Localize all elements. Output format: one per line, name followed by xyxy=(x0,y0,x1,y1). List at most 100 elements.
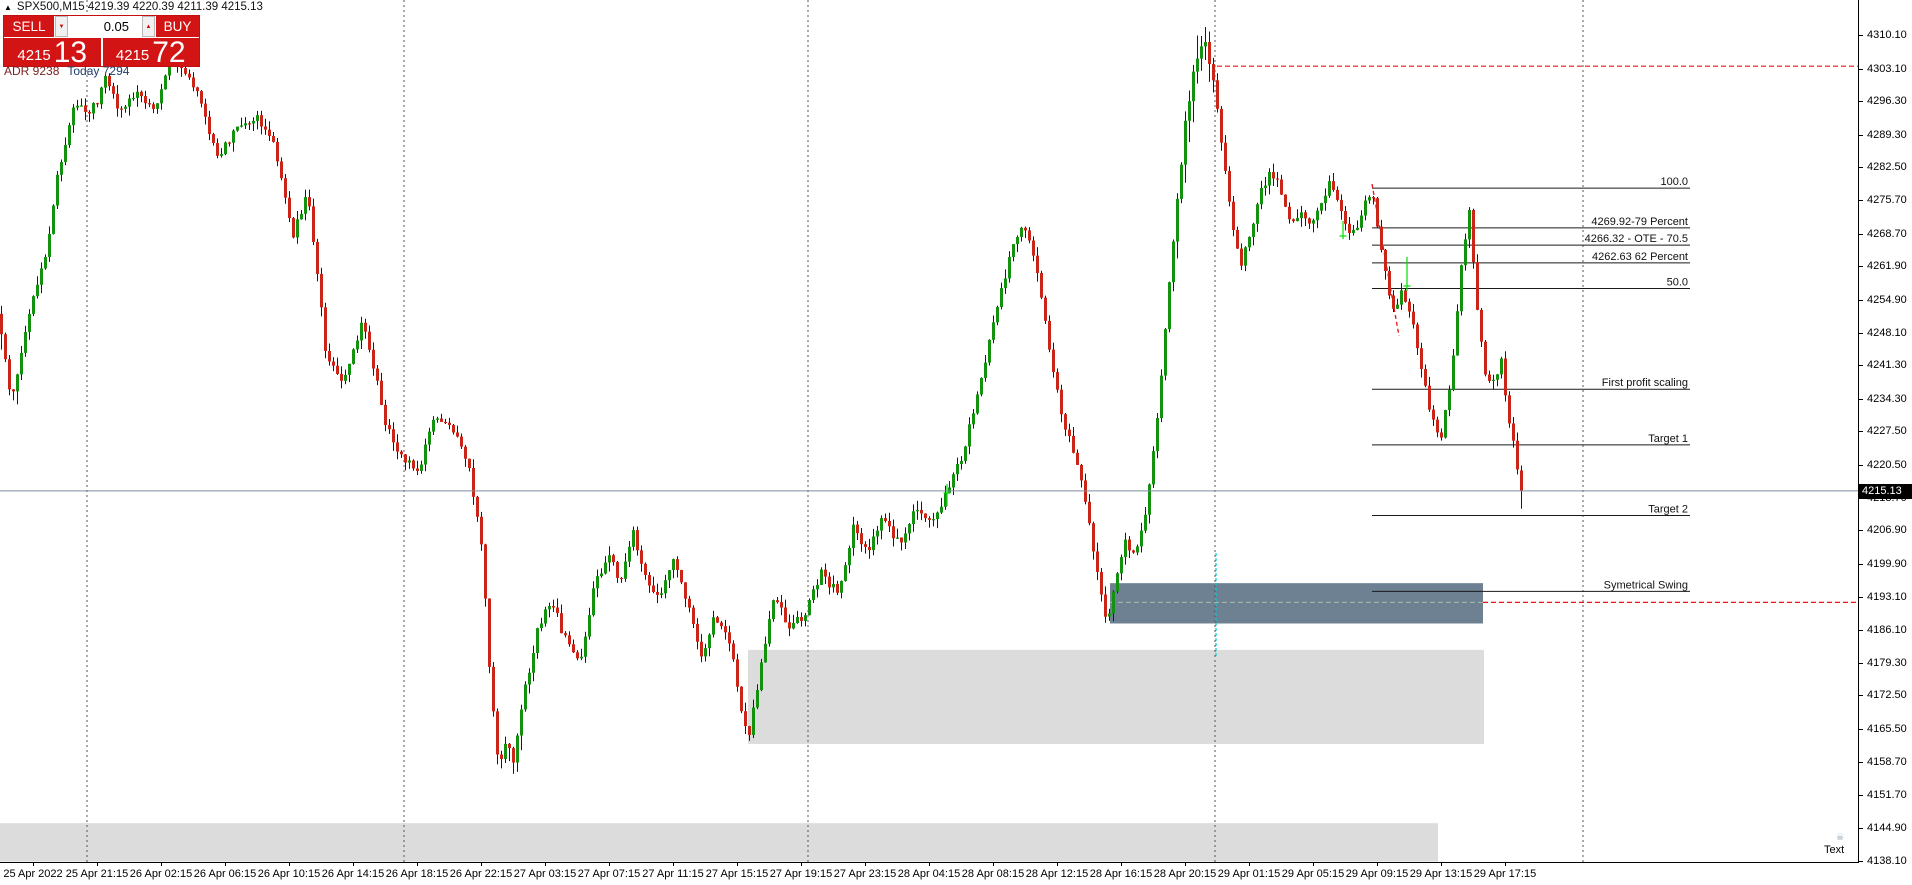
chart-plot-area[interactable]: 100.0 4269.92-79 Percent 4266.32 - OTE - 7… xyxy=(0,0,1859,863)
time-axis-label: 27 Apr 23:15 xyxy=(833,868,897,880)
time-axis-label: 28 Apr 04:15 xyxy=(897,868,961,880)
price-axis-tick xyxy=(1859,233,1863,235)
time-axis-label: 26 Apr 10:15 xyxy=(257,868,321,880)
level-symetrical-swing[interactable]: Symetrical Swing xyxy=(1372,579,1690,592)
price-axis-tick xyxy=(1859,729,1863,731)
level-label: First profit scaling xyxy=(1602,377,1688,389)
time-axis-tick xyxy=(673,863,674,866)
price-axis-label: 4186.10 xyxy=(1867,624,1907,637)
time-axis-tick xyxy=(737,863,738,866)
buy-button[interactable]: BUY xyxy=(156,16,199,37)
level-100-0[interactable]: 100.0 xyxy=(1372,176,1690,189)
price-axis-tick xyxy=(1859,695,1863,697)
level-label: 4266.32 - OTE - 70.5 xyxy=(1585,233,1688,245)
buy-price-display[interactable]: 4215 72 xyxy=(102,38,199,66)
today-range-value: Today 7294 xyxy=(67,64,130,78)
ohlc-text: SPX500,M15 4219.39 4220.39 4211.39 4215.… xyxy=(16,1,263,13)
time-axis-label: 28 Apr 08:15 xyxy=(961,868,1025,880)
level-target-1[interactable]: Target 1 xyxy=(1372,433,1690,446)
time-axis-label: 25 Apr 21:15 xyxy=(65,868,129,880)
level-4266-32-ote-70-5[interactable]: 4266.32 - OTE - 70.5 xyxy=(1372,233,1690,246)
price-axis-label: 4248.10 xyxy=(1867,326,1907,339)
time-axis-tick xyxy=(289,863,290,866)
price-axis-tick xyxy=(1859,662,1863,664)
time-axis-tick xyxy=(929,863,930,866)
price-axis-tick xyxy=(1859,827,1863,829)
price-axis-label: 4282.50 xyxy=(1867,161,1907,174)
lime-marker xyxy=(1339,221,1347,239)
current-price-tag: 4215.13 xyxy=(1859,483,1912,499)
time-axis-label: 28 Apr 20:15 xyxy=(1153,868,1217,880)
price-axis-label: 4199.90 xyxy=(1867,557,1907,570)
price-axis-tick xyxy=(1859,431,1863,433)
time-axis[interactable]: 25 Apr 2022 25 Apr 21:15 26 Apr 02:15 26 Ap… xyxy=(0,863,1858,885)
time-axis-tick xyxy=(545,863,546,866)
price-axis-label: 4151.70 xyxy=(1867,789,1907,802)
level-label: 4262.63 62 Percent xyxy=(1592,251,1688,263)
price-axis-tick xyxy=(1859,200,1863,202)
sell-price-display[interactable]: 4215 13 xyxy=(4,38,101,66)
price-axis-label: 4268.70 xyxy=(1867,227,1907,240)
sell-button[interactable]: SELL xyxy=(4,16,54,37)
time-axis-tick xyxy=(1121,863,1122,866)
time-axis-tick xyxy=(801,863,802,866)
lime-marker xyxy=(1403,257,1411,291)
price-axis-label: 4296.30 xyxy=(1867,95,1907,108)
time-axis-tick xyxy=(1185,863,1186,866)
price-axis-label: 4165.50 xyxy=(1867,723,1907,736)
time-axis-label: 27 Apr 07:15 xyxy=(577,868,641,880)
level-4269-92-79-percent[interactable]: 4269.92-79 Percent xyxy=(1372,216,1690,229)
time-axis-tick xyxy=(1377,863,1378,866)
time-axis-tick xyxy=(865,863,866,866)
level-target-2[interactable]: Target 2 xyxy=(1372,503,1690,516)
price-axis-label: 4275.70 xyxy=(1867,194,1907,207)
price-axis-tick xyxy=(1859,134,1863,136)
price-axis-label: 4158.70 xyxy=(1867,755,1907,768)
price-axis-label: 4261.90 xyxy=(1867,260,1907,273)
level-50-0[interactable]: 50.0 xyxy=(1372,276,1690,289)
time-axis-tick xyxy=(225,863,226,866)
text-object-label[interactable]: Text xyxy=(1824,844,1845,856)
time-axis-tick xyxy=(993,863,994,866)
lot-decrease-button[interactable]: ▼ xyxy=(55,16,68,37)
level-label: 50.0 xyxy=(1667,276,1688,288)
level-first-profit-scaling[interactable]: First profit scaling xyxy=(1372,377,1690,390)
time-axis-tick xyxy=(1249,863,1250,866)
price-axis-label: 4289.30 xyxy=(1867,128,1907,141)
level-label: Target 1 xyxy=(1648,433,1688,445)
time-axis-label: 29 Apr 17:15 xyxy=(1473,868,1537,880)
price-axis-tick xyxy=(1859,530,1863,532)
price-axis-tick xyxy=(1859,167,1863,169)
price-axis-tick xyxy=(1859,332,1863,334)
lot-increase-button[interactable]: ▲ xyxy=(142,16,155,37)
time-axis-tick xyxy=(161,863,162,866)
time-axis-label: 29 Apr 09:15 xyxy=(1345,868,1409,880)
price-axis-label: 4241.30 xyxy=(1867,359,1907,372)
price-axis-label: 4227.50 xyxy=(1867,425,1907,438)
price-axis-label: 4138.10 xyxy=(1867,854,1907,867)
price-axis[interactable]: 4215.13 4310.10 4303.10 4296.30 4289.30 4282… xyxy=(1859,0,1912,885)
lot-size-input[interactable]: 0.05 xyxy=(69,16,141,37)
time-axis-tick xyxy=(353,863,354,866)
level-label: 100.0 xyxy=(1660,176,1688,188)
time-axis-label: 26 Apr 14:15 xyxy=(321,868,385,880)
price-axis-tick xyxy=(1859,68,1863,70)
price-axis-tick xyxy=(1859,795,1863,797)
price-axis-label: 4310.10 xyxy=(1867,29,1907,41)
time-axis-label: 28 Apr 12:15 xyxy=(1025,868,1089,880)
price-axis-tick xyxy=(1859,596,1863,598)
price-axis-tick xyxy=(1859,465,1863,467)
time-axis-label: 27 Apr 15:15 xyxy=(705,868,769,880)
candles xyxy=(0,26,1523,774)
candlestick-chart: 100.0 4269.92-79 Percent 4266.32 - OTE - 7… xyxy=(0,0,1858,862)
time-axis-tick xyxy=(1313,863,1314,866)
price-axis-tick xyxy=(1859,563,1863,565)
level-4262-63-62-percent[interactable]: 4262.63 62 Percent xyxy=(1372,251,1690,264)
sell-price-pips: 13 xyxy=(53,38,88,66)
collapse-panel-icon[interactable]: ▲ xyxy=(4,3,12,12)
text-object-anchor-icon: ☠ xyxy=(1836,832,1845,842)
time-axis-tick xyxy=(1505,863,1506,866)
price-axis-label: 4303.10 xyxy=(1867,62,1907,75)
time-axis-label: 26 Apr 02:15 xyxy=(129,868,193,880)
